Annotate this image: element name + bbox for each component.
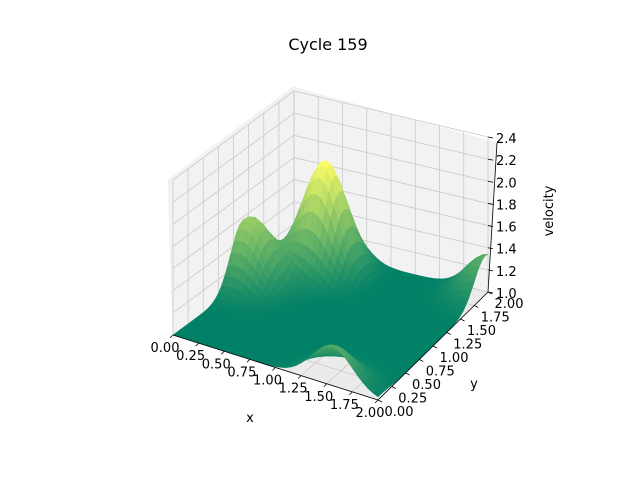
z-tick-mark bbox=[487, 225, 494, 227]
x-tick-label: 1.75 bbox=[330, 398, 359, 413]
chart-title: Cycle 159 bbox=[288, 35, 367, 54]
y-tick-mark bbox=[405, 372, 410, 376]
y-tick-label: 1.50 bbox=[467, 324, 496, 339]
y-tick-label: 0.00 bbox=[385, 405, 414, 420]
x-tick-label: 0.75 bbox=[227, 365, 256, 380]
y-tick-mark bbox=[446, 332, 451, 335]
grid-line bbox=[293, 134, 489, 182]
x-tick-mark bbox=[349, 391, 353, 396]
z-tick-label: 1.8 bbox=[496, 198, 517, 213]
x-tick-label: 2.00 bbox=[356, 406, 385, 421]
grid-line bbox=[293, 90, 489, 138]
y-tick-label: 2.00 bbox=[495, 297, 524, 312]
x-tick-mark bbox=[323, 383, 328, 388]
y-tick-label: 0.50 bbox=[412, 378, 441, 393]
y-tick-mark bbox=[391, 386, 396, 389]
y-axis-label: y bbox=[470, 377, 478, 392]
velocity-surface bbox=[172, 160, 489, 398]
grid-line bbox=[172, 90, 295, 181]
z-tick-mark bbox=[487, 136, 494, 139]
grid-line bbox=[172, 157, 295, 247]
z-tick-mark bbox=[487, 269, 494, 272]
x-tick-label: 1.25 bbox=[279, 382, 308, 397]
x-tick-label: 0.00 bbox=[151, 341, 180, 356]
z-tick-mark bbox=[487, 180, 494, 183]
x-axis-label: x bbox=[246, 411, 254, 426]
x-tick-label: 1.50 bbox=[304, 390, 333, 405]
z-axis-line bbox=[487, 142, 498, 293]
z-axis-label: velocity bbox=[542, 185, 557, 236]
y-tick-label: 1.75 bbox=[481, 311, 510, 326]
x-tick-mark bbox=[374, 399, 379, 404]
y-tick-mark bbox=[377, 399, 383, 403]
z-tick-label: 1.4 bbox=[496, 243, 517, 258]
y-tick-label: 0.25 bbox=[398, 392, 427, 407]
x-tick-mark bbox=[169, 334, 174, 339]
x-tick-label: 0.50 bbox=[202, 357, 231, 372]
grid-line bbox=[293, 112, 489, 160]
x-tick-label: 0.25 bbox=[176, 349, 205, 364]
x-tick-label: 1.00 bbox=[253, 374, 282, 389]
z-tick-mark bbox=[487, 158, 494, 161]
x-tick-mark bbox=[195, 342, 199, 347]
x-tick-mark bbox=[220, 350, 225, 355]
z-tick-label: 2.0 bbox=[496, 176, 517, 191]
y-tick-mark bbox=[474, 305, 479, 308]
y-tick-label: 1.25 bbox=[453, 338, 482, 353]
z-tick-label: 1.0 bbox=[496, 287, 517, 302]
y-axis-ticks: 0.000.250.500.751.001.251.501.752.00 bbox=[377, 291, 524, 420]
z-tick-mark bbox=[487, 247, 494, 250]
y-tick-label: 0.75 bbox=[426, 365, 455, 380]
y-tick-mark bbox=[432, 345, 438, 349]
z-tick-mark bbox=[487, 203, 494, 205]
z-tick-label: 2.4 bbox=[496, 132, 517, 147]
x-axis-ticks: 0.000.250.500.751.001.251.501.752.00 bbox=[151, 334, 385, 421]
x-tick-mark bbox=[297, 375, 302, 379]
y-tick-mark bbox=[460, 318, 465, 322]
y-tick-label: 1.00 bbox=[440, 351, 469, 366]
y-tick-mark bbox=[419, 359, 424, 362]
z-tick-mark bbox=[487, 291, 494, 294]
z-axis-ticks: 1.0 1.2 1.4 1.6 1.8 2.0 2.2 2.4 bbox=[487, 132, 517, 302]
z-tick-label: 2.2 bbox=[496, 154, 517, 169]
x-tick-mark bbox=[272, 367, 276, 371]
z-tick-label: 1.2 bbox=[496, 265, 517, 280]
x-tick-mark bbox=[246, 359, 251, 363]
grid-line bbox=[172, 112, 295, 203]
z-tick-label: 1.6 bbox=[496, 221, 517, 236]
grid-line bbox=[172, 134, 295, 225]
surface-patch bbox=[372, 390, 382, 398]
grid-line bbox=[172, 179, 295, 269]
